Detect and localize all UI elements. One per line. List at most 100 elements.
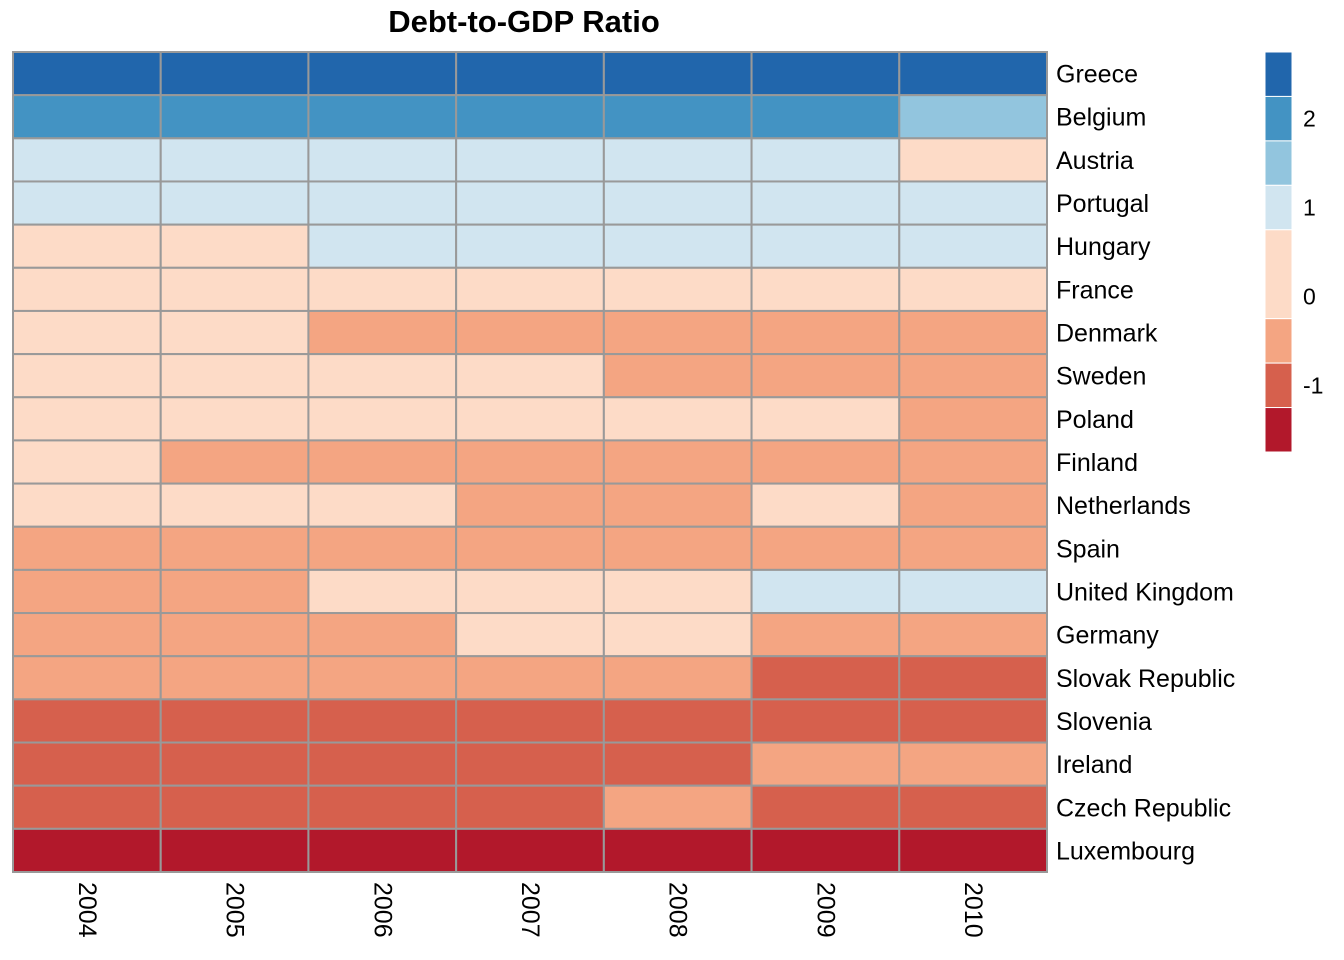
heatmap-cell — [602, 353, 753, 399]
legend-tick-label: 1 — [1303, 195, 1316, 221]
heatmap-cell — [159, 827, 310, 873]
column-label: 2004 — [73, 882, 101, 938]
heatmap-cell — [750, 439, 901, 485]
heatmap-cell — [898, 784, 1048, 830]
row-label: Sweden — [1056, 363, 1146, 391]
column-label: 2005 — [221, 882, 249, 938]
heatmap-cell — [307, 784, 458, 830]
heatmap-cell — [12, 525, 162, 571]
row-label: Greece — [1056, 61, 1138, 89]
heatmap-cell — [602, 568, 753, 615]
heatmap-cell — [159, 482, 310, 528]
heatmap-cell — [307, 568, 458, 615]
heatmap-cell — [602, 698, 753, 744]
heatmap-cell — [898, 309, 1048, 356]
heatmap-cell — [307, 137, 458, 183]
heatmap-cell — [602, 827, 753, 873]
heatmap-cell — [159, 180, 310, 226]
row-label: Poland — [1056, 406, 1134, 434]
heatmap-cell — [159, 266, 310, 312]
row-label: Luxembourg — [1056, 837, 1195, 865]
legend-swatch — [1264, 184, 1293, 231]
heatmap-cell — [12, 396, 162, 442]
heatmap-cell — [602, 180, 753, 226]
heatmap-cell — [307, 223, 458, 269]
heatmap-cell — [602, 94, 753, 140]
heatmap-cell — [159, 396, 310, 442]
heatmap-cell — [898, 698, 1048, 744]
heatmap-cell — [12, 353, 162, 399]
heatmap-cell — [12, 94, 162, 140]
heatmap-cell — [307, 309, 458, 356]
heatmap-cell — [12, 180, 162, 226]
column-label: 2010 — [959, 882, 987, 938]
heatmap-cell — [750, 137, 901, 183]
heatmap-cell — [12, 482, 162, 528]
heatmap-cell — [307, 180, 458, 226]
legend-swatch — [1264, 51, 1293, 97]
column-label: 2009 — [811, 882, 839, 938]
heatmap-cell — [750, 353, 901, 399]
heatmap-cell — [455, 525, 605, 571]
heatmap-cell — [602, 482, 753, 528]
heatmap-cell — [750, 612, 901, 658]
heatmap-cell — [898, 137, 1048, 183]
row-label: Slovak Republic — [1056, 665, 1235, 693]
heatmap-cell — [898, 827, 1048, 873]
heatmap-cell — [898, 223, 1048, 269]
heatmap-cell — [307, 94, 458, 140]
heatmap-cell — [159, 309, 310, 356]
heatmap-cell — [159, 741, 310, 787]
legend-swatch — [1264, 318, 1293, 364]
heatmap-cell — [455, 180, 605, 226]
heatmap-cell — [12, 568, 162, 615]
row-label: Germany — [1056, 622, 1159, 650]
heatmap-cell — [750, 525, 901, 571]
heatmap-cell — [750, 784, 901, 830]
heatmap-cell — [898, 180, 1048, 226]
heatmap-cell — [898, 482, 1048, 528]
heatmap-cell — [602, 439, 753, 485]
heatmap-cell — [750, 482, 901, 528]
column-labels: 2004 2005 2006 2007 2008 2009 2010 — [73, 882, 987, 938]
row-label: Slovenia — [1056, 708, 1152, 736]
heatmap-cell — [455, 223, 605, 269]
heatmap-cell — [455, 482, 605, 528]
heatmap-cell — [750, 655, 901, 701]
heatmap-cell — [307, 266, 458, 312]
row-label: France — [1056, 276, 1134, 304]
heatmap-cell — [455, 827, 605, 873]
heatmap-cell — [12, 655, 162, 701]
heatmap-cell — [602, 784, 753, 830]
heatmap-cell — [307, 482, 458, 528]
heatmap-cell — [307, 51, 458, 97]
row-label: Czech Republic — [1056, 794, 1231, 822]
heatmap-cell — [455, 353, 605, 399]
heatmap-cell — [455, 266, 605, 312]
heatmap-cell — [12, 223, 162, 269]
row-label: Belgium — [1056, 104, 1146, 132]
heatmap-cell — [602, 655, 753, 701]
heatmap-cell — [602, 223, 753, 269]
heatmap-cell — [455, 741, 605, 787]
legend-swatch — [1264, 407, 1293, 453]
heatmap-cell — [750, 223, 901, 269]
heatmap-cell — [159, 698, 310, 744]
heatmap-cell — [750, 568, 901, 615]
heatmap-cell — [307, 396, 458, 442]
heatmap-cell — [898, 612, 1048, 658]
heatmap-cell — [12, 137, 162, 183]
row-label: Hungary — [1056, 233, 1151, 261]
heatmap-cell — [307, 741, 458, 787]
heatmap-cell — [750, 309, 901, 356]
row-label: United Kingdom — [1056, 578, 1234, 606]
heatmap-cell — [159, 94, 310, 140]
row-label: Portugal — [1056, 190, 1149, 218]
heatmap-cell — [750, 827, 901, 873]
legend-tick-label: 0 — [1303, 283, 1316, 309]
heatmap-cell — [159, 568, 310, 615]
heatmap-cell — [750, 396, 901, 442]
heatmap-cell — [307, 655, 458, 701]
heatmap-cell — [159, 655, 310, 701]
